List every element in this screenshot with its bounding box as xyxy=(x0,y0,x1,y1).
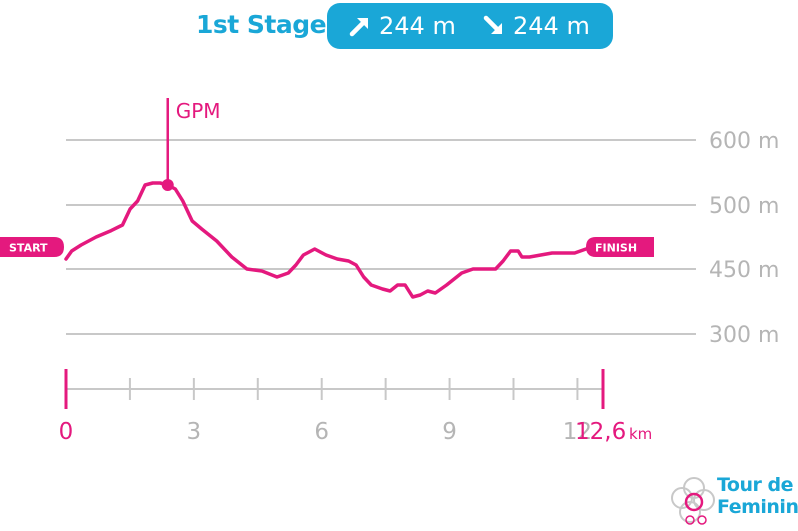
gpm-label: GPM xyxy=(176,99,221,123)
x-tick-label: 0 xyxy=(59,419,74,445)
ascent-value: 244 m xyxy=(379,12,456,40)
gpm-marker-dot xyxy=(161,179,174,191)
brand-line-1: Tour de xyxy=(717,474,794,496)
ascent-group: 244 m xyxy=(349,3,456,49)
y-tick-label: 450 m xyxy=(709,258,779,283)
elevation-profile-line xyxy=(64,181,588,299)
elevation-summary: 244 m 244 m xyxy=(327,3,613,49)
x-unit-label: km xyxy=(629,425,652,443)
arrow-up-right-icon xyxy=(349,18,368,37)
x-end-label: 12,6 xyxy=(575,419,626,445)
x-tick-label: 3 xyxy=(187,419,202,445)
y-tick-label: 300 m xyxy=(709,323,779,348)
x-tick-label: 6 xyxy=(314,419,329,445)
y-tick-label: 500 m xyxy=(709,194,779,219)
arrow-down-right-icon xyxy=(483,15,502,34)
descent-value: 244 m xyxy=(513,12,590,40)
x-tick-label: 12 xyxy=(563,419,592,445)
finish-badge: FINISH xyxy=(586,237,654,257)
start-badge: START xyxy=(0,237,64,257)
brand-logo: Tour de Feminin xyxy=(668,474,798,528)
y-tick-label: 600 m xyxy=(709,129,779,154)
stage-title: 1st Stage xyxy=(196,10,327,39)
finish-label: FINISH xyxy=(595,242,637,255)
descent-group: 244 m xyxy=(483,3,590,49)
brand-text: Tour de Feminin xyxy=(717,474,798,518)
x-tick-label: 9 xyxy=(442,419,457,445)
start-label: START xyxy=(9,242,48,255)
flower-cyclist-logo xyxy=(671,477,715,525)
brand-line-2: Feminin xyxy=(717,496,798,518)
